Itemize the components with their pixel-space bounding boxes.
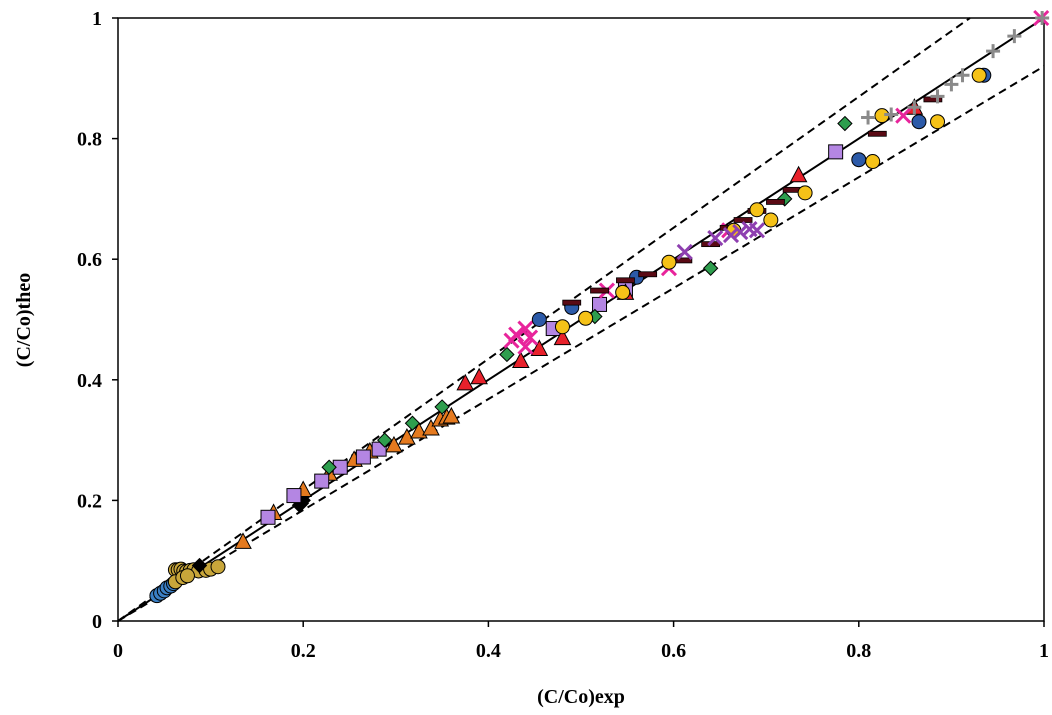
data-point-circle	[578, 310, 594, 326]
data-point-circle	[554, 319, 570, 335]
axis-ticks: 0 0.2 0.4 0.6 0.8 1 0 0.2 0.4 0.6 0.8 1	[77, 8, 1049, 662]
data-point-square	[286, 488, 302, 504]
data-point-x	[517, 338, 534, 355]
data-point-dash	[590, 287, 609, 294]
data-point-plus	[986, 44, 1001, 59]
data-point-triangle	[456, 373, 475, 391]
data-point-diamond	[191, 557, 208, 574]
y-tick-label: 0.6	[77, 249, 102, 271]
data-point-x	[895, 107, 912, 124]
dashed-bound-line-2	[117, 65, 1045, 622]
data-point-circle	[661, 254, 677, 270]
data-point-circle	[531, 312, 547, 327]
data-point-triangle	[442, 406, 461, 424]
data-point-triangle	[398, 428, 416, 445]
data-point-x	[732, 224, 749, 241]
data-point-diamond	[404, 415, 421, 431]
data-point-triangle	[789, 165, 808, 183]
y-tick-label: 0	[92, 611, 102, 633]
data-points	[149, 9, 1050, 604]
data-point-plus	[861, 110, 876, 125]
data-point-plus	[955, 68, 970, 83]
data-point-plus	[1007, 29, 1022, 44]
data-point-circle	[763, 212, 779, 228]
data-point-x	[676, 243, 693, 261]
data-point-diamond	[702, 260, 719, 276]
data-point-circle	[797, 185, 813, 201]
data-point-diamond	[376, 432, 393, 448]
data-point-diamond	[321, 459, 337, 475]
data-point-triangle	[385, 435, 403, 453]
data-point-dash	[673, 257, 693, 264]
x-tick-label: 0.8	[846, 640, 871, 662]
data-point-square	[828, 144, 844, 160]
data-point-circle	[749, 202, 765, 218]
x-tick-label: 0.6	[661, 640, 686, 662]
data-point-plus	[907, 100, 922, 115]
data-point-x	[517, 320, 534, 337]
data-point-diamond	[434, 399, 450, 415]
data-point-x	[748, 222, 766, 239]
x-tick-label: 0.4	[476, 640, 501, 662]
data-point-diamond	[837, 115, 853, 132]
data-point-plus	[944, 77, 959, 92]
x-tick-label: 0	[113, 640, 123, 662]
data-point-circle	[179, 568, 195, 584]
data-point-triangle	[511, 351, 530, 369]
data-point-circle	[615, 284, 631, 300]
y-tick-label: 0.2	[77, 490, 102, 512]
data-point-plus	[1035, 11, 1050, 25]
data-point-plus	[884, 107, 899, 122]
data-point-diamond	[499, 346, 515, 363]
y-axis-label: (C/Co)theo	[13, 273, 35, 367]
data-point-circle	[971, 67, 987, 83]
data-point-triangle	[422, 418, 440, 436]
data-point-dash	[638, 271, 658, 278]
data-point-circle	[210, 559, 226, 575]
data-point-square	[314, 473, 330, 489]
data-point-x	[707, 230, 724, 247]
data-point-circle	[930, 114, 946, 130]
x-tick-label: 1	[1039, 640, 1049, 662]
data-point-dash	[766, 199, 785, 205]
data-point-dash	[867, 130, 887, 137]
data-point-square	[592, 296, 608, 312]
data-point-x	[722, 227, 740, 244]
data-point-dash	[562, 299, 582, 306]
x-axis-label: (C/Co)exp	[537, 686, 625, 708]
data-point-triangle	[530, 339, 549, 356]
data-point-triangle	[470, 367, 488, 385]
data-point-square	[355, 449, 371, 465]
data-point-triangle	[553, 328, 572, 346]
data-point-circle	[865, 154, 881, 170]
data-point-x	[508, 326, 525, 343]
data-point-square	[260, 509, 276, 525]
data-point-dash	[616, 277, 635, 284]
data-point-x	[522, 329, 539, 346]
data-point-plus	[930, 89, 945, 104]
data-point-triangle	[234, 532, 252, 549]
data-point-circle	[911, 114, 927, 130]
x-tick-label: 0.2	[291, 640, 316, 662]
data-point-circle	[851, 152, 867, 168]
y-tick-label: 1	[92, 8, 102, 30]
y-tick-label: 0.4	[77, 370, 102, 392]
y-tick-label: 0.8	[77, 129, 102, 151]
